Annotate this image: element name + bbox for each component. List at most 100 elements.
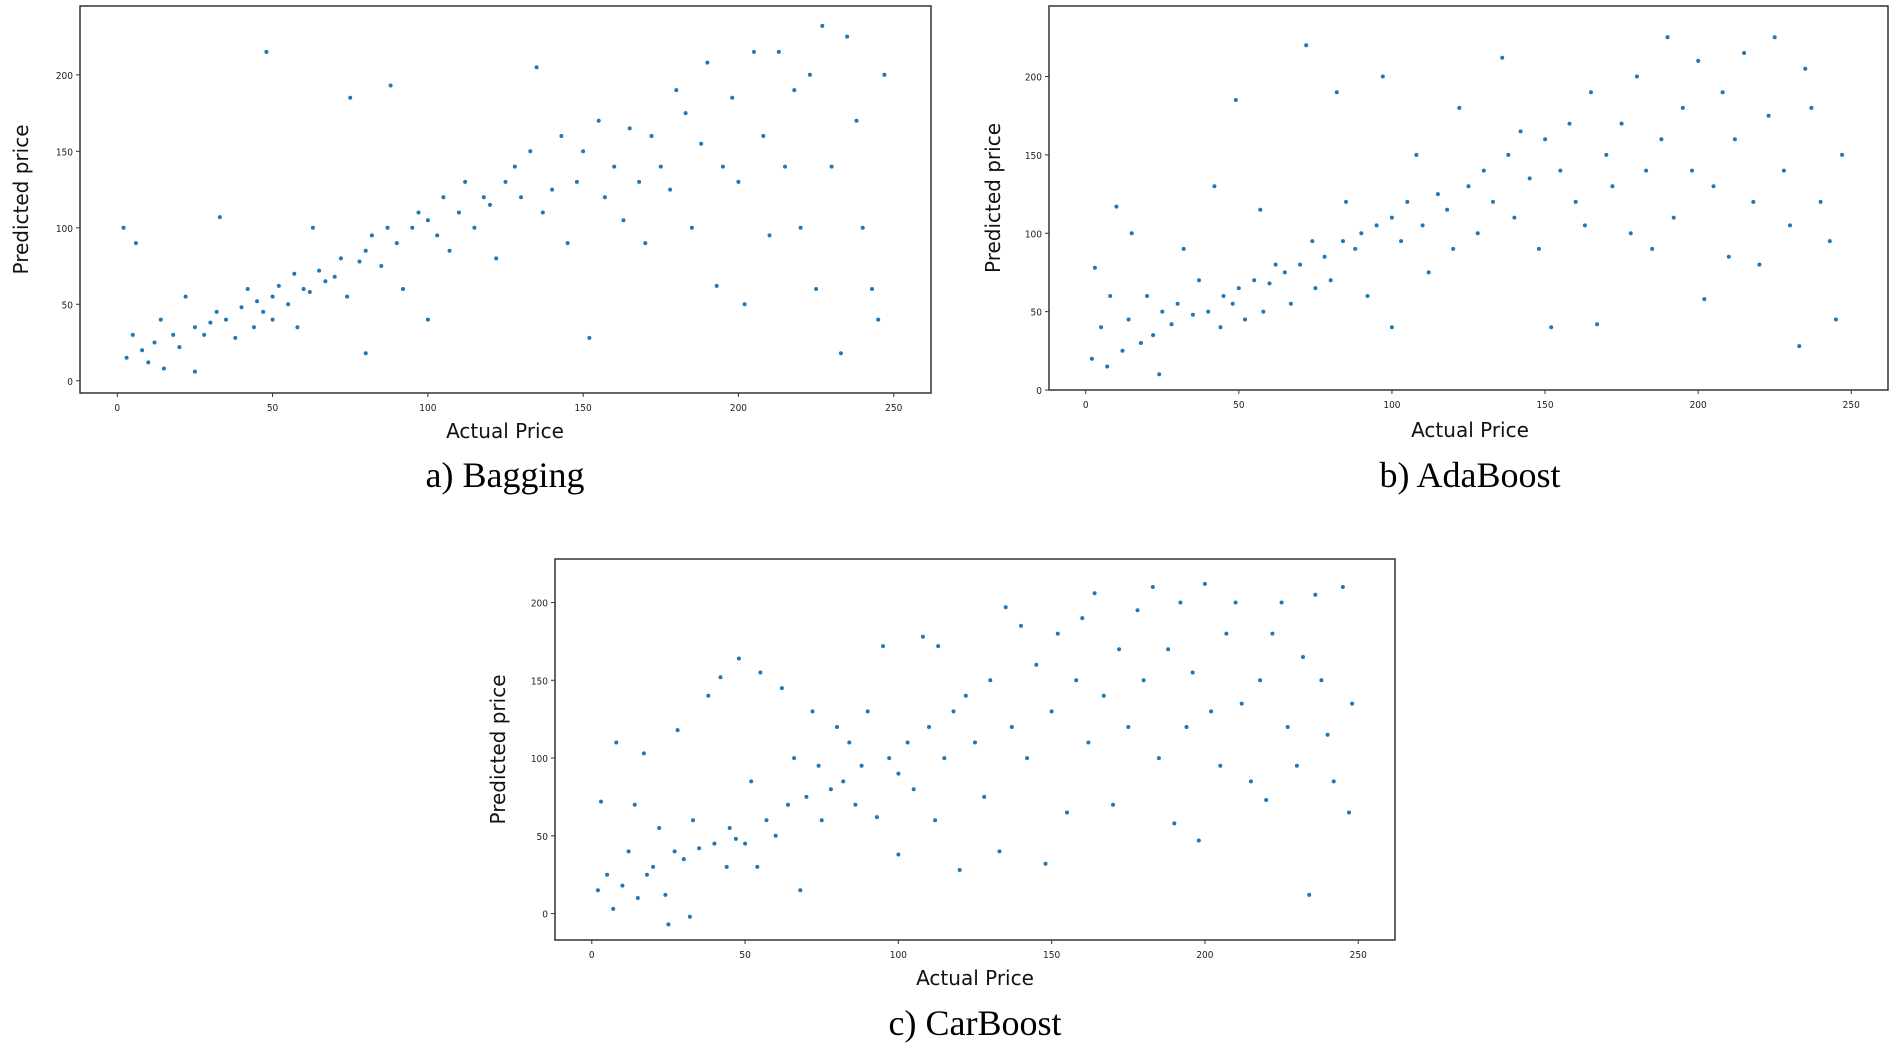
x-tick-label: 250 <box>1350 950 1367 961</box>
data-point <box>699 141 704 146</box>
data-point <box>1117 647 1122 652</box>
data-point <box>1549 325 1554 330</box>
data-point <box>202 332 207 337</box>
data-point <box>401 287 405 291</box>
data-point <box>718 675 723 680</box>
data-point <box>310 225 315 230</box>
data-point <box>733 836 738 841</box>
data-point <box>1589 90 1593 95</box>
data-point <box>1426 270 1431 275</box>
data-point <box>295 325 300 330</box>
data-point <box>736 179 741 184</box>
plot-frame <box>1048 5 1889 391</box>
data-point <box>1742 51 1747 55</box>
data-point <box>441 195 446 200</box>
data-point <box>1457 105 1462 110</box>
data-point <box>1350 701 1355 706</box>
data-point <box>447 248 452 253</box>
data-point <box>192 369 197 374</box>
x-tick-label: 250 <box>1843 400 1860 411</box>
data-point <box>1680 105 1685 110</box>
data-point <box>124 355 129 360</box>
data-point <box>635 896 640 900</box>
data-point <box>1126 317 1131 322</box>
data-point <box>1285 725 1290 729</box>
data-point <box>612 164 617 169</box>
data-point <box>687 914 692 919</box>
data-point <box>758 670 763 675</box>
data-point <box>767 233 772 238</box>
data-point <box>217 215 222 220</box>
data-point <box>1264 798 1269 802</box>
data-point <box>463 179 468 184</box>
plot-frame <box>79 5 932 394</box>
plot-frame <box>554 558 1396 941</box>
data-point <box>239 305 244 310</box>
data-point <box>1190 312 1195 317</box>
data-point <box>853 802 858 807</box>
data-point <box>936 644 941 649</box>
data-point <box>1491 199 1495 204</box>
data-point <box>814 287 819 291</box>
data-point <box>599 799 603 804</box>
data-point <box>1644 168 1649 173</box>
y-tick-label: 50 <box>1031 308 1043 319</box>
data-point <box>1129 231 1134 236</box>
data-point <box>838 351 843 356</box>
data-point <box>1086 740 1091 745</box>
data-point <box>1628 231 1633 236</box>
data-point <box>835 725 839 729</box>
data-point <box>1344 199 1348 204</box>
data-point <box>933 818 938 823</box>
data-point <box>1445 207 1450 212</box>
data-point <box>1604 152 1609 157</box>
data-point <box>1218 325 1223 330</box>
data-point <box>786 802 790 807</box>
data-point <box>317 268 322 273</box>
data-point <box>1178 600 1183 605</box>
data-point <box>338 256 343 261</box>
data-point <box>1150 585 1155 589</box>
data-point <box>1582 223 1587 228</box>
data-point <box>130 332 135 337</box>
data-point <box>697 846 702 851</box>
data-point <box>1319 678 1324 683</box>
data-point <box>261 309 266 314</box>
data-point <box>559 134 564 138</box>
data-point <box>663 892 668 897</box>
data-point <box>706 693 711 698</box>
data-point <box>528 149 533 154</box>
data-point <box>1184 725 1189 729</box>
data-point <box>301 287 306 291</box>
data-point <box>845 34 850 39</box>
data-point <box>1809 105 1814 110</box>
data-point <box>841 779 846 784</box>
y-tick-label: 200 <box>56 71 73 82</box>
data-point <box>1294 763 1299 768</box>
data-point <box>286 302 291 307</box>
data-point <box>1634 74 1639 79</box>
data-point <box>643 241 648 246</box>
data-point <box>488 202 492 207</box>
data-point <box>859 763 864 768</box>
data-point <box>651 864 656 869</box>
data-point <box>1610 184 1615 189</box>
data-point <box>323 279 328 284</box>
data-point <box>997 849 1002 854</box>
data-point <box>1751 199 1756 204</box>
data-point <box>1797 344 1802 349</box>
data-point <box>614 740 619 745</box>
data-point <box>1258 678 1263 683</box>
data-point <box>705 60 710 65</box>
x-tick-label: 150 <box>1043 950 1060 961</box>
y-tick-label: 50 <box>537 832 549 843</box>
data-point <box>764 818 769 823</box>
data-point <box>345 294 350 299</box>
data-point <box>255 299 259 304</box>
data-point <box>675 728 680 733</box>
x-axis-label: Actual Price <box>916 966 1034 990</box>
data-point <box>1288 301 1293 306</box>
x-tick-label: 0 <box>1083 400 1089 411</box>
data-point <box>1353 246 1358 251</box>
y-tick-label: 0 <box>67 377 73 388</box>
